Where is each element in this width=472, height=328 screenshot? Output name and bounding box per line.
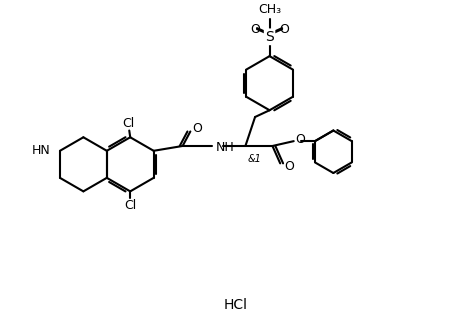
- Text: Cl: Cl: [124, 199, 136, 212]
- Text: HN: HN: [32, 144, 51, 157]
- Text: Cl: Cl: [122, 116, 135, 130]
- Text: S: S: [265, 30, 274, 44]
- Text: O: O: [295, 133, 305, 146]
- Text: NH: NH: [216, 141, 234, 154]
- Text: O: O: [250, 23, 260, 36]
- Text: CH₃: CH₃: [258, 3, 281, 15]
- Text: HCl: HCl: [224, 298, 248, 312]
- Text: O: O: [284, 160, 294, 173]
- Text: &1: &1: [247, 154, 261, 164]
- Text: O: O: [279, 23, 289, 36]
- Text: O: O: [192, 122, 202, 135]
